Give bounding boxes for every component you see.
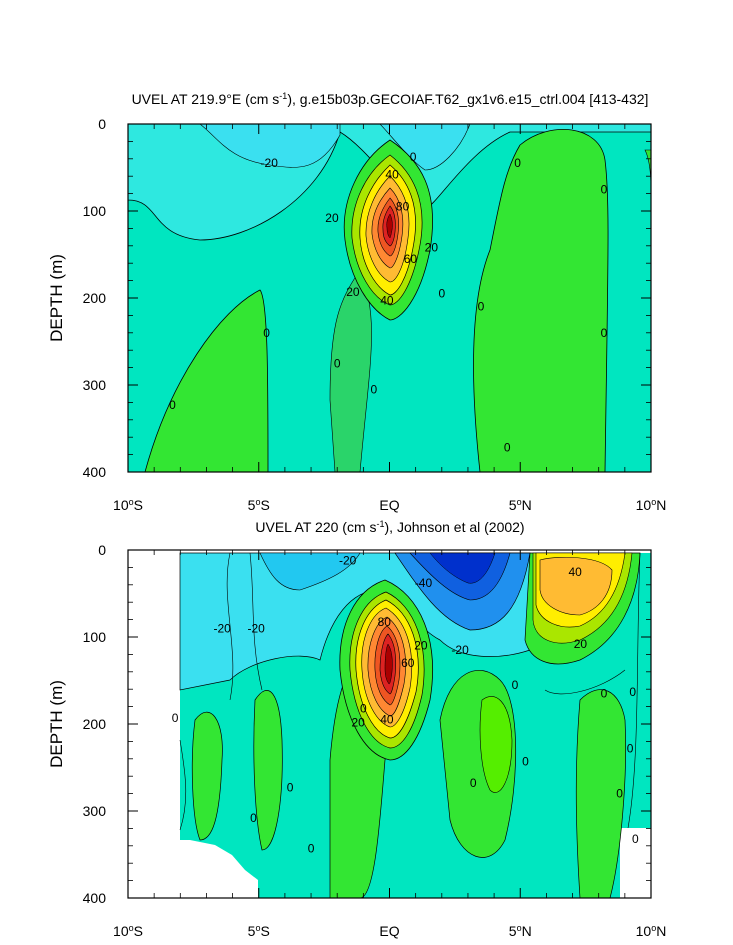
contour-label: -40 <box>415 576 433 590</box>
contour-label: 0 <box>504 441 511 455</box>
x-tick-label: 10oN <box>636 497 667 513</box>
y-tick-label: 300 <box>83 803 107 819</box>
contour-label: 0 <box>627 741 634 755</box>
contour-label: 0 <box>438 287 445 301</box>
contour-label: 20 <box>351 715 365 729</box>
contour-label: 20 <box>325 211 339 225</box>
contour-label: 0 <box>287 781 294 795</box>
contour-label: 0 <box>601 326 608 340</box>
contour-label: 20 <box>425 241 439 255</box>
panel2-title: UVEL AT 220 (cm s-1), Johnson et al (200… <box>255 519 524 535</box>
panel1-field <box>128 124 651 472</box>
x-tick-label: 5oS <box>248 923 270 939</box>
contour-label: 0 <box>360 701 367 715</box>
contour-label: 0 <box>478 300 485 314</box>
panel1-ylabel: DEPTH (m) <box>47 254 66 342</box>
panel1-contour-labels: -20 0 40 80 20 20 60 20 40 0 0 0 0 0 0 0 0 0 0 <box>169 150 607 455</box>
contour-label: 80 <box>396 200 410 214</box>
contour-label: 0 <box>632 832 639 846</box>
contour-label: 0 <box>514 156 521 170</box>
contour-label: 0 <box>334 356 341 370</box>
panel2-field <box>128 550 651 898</box>
contour-label: -20 <box>261 156 279 170</box>
contour-label: 0 <box>616 787 623 801</box>
x-tick-label: 5oN <box>509 923 532 939</box>
contour-label: 0 <box>522 754 529 768</box>
panel1-title: UVEL AT 219.9°E (cm s-1), g.e15b03p.GECO… <box>132 91 649 107</box>
x-tick-label: 10oN <box>636 923 667 939</box>
contour-label: 0 <box>370 382 377 396</box>
y-tick-label: 200 <box>83 290 107 306</box>
y-tick-label: 0 <box>98 116 106 132</box>
contour-label: -20 <box>247 621 265 635</box>
y-tick-label: 100 <box>83 203 107 219</box>
y-tick-label: 100 <box>83 629 107 645</box>
panel-model: UVEL AT 219.9°E (cm s-1), g.e15b03p.GECO… <box>47 91 666 513</box>
contour-label: 60 <box>401 656 415 670</box>
x-tick-label: 10oS <box>113 497 143 513</box>
contour-label: 80 <box>378 615 392 629</box>
panel2-ylabel: DEPTH (m) <box>47 680 66 768</box>
contour-label: -20 <box>451 643 469 657</box>
x-tick-label: 10oS <box>113 923 143 939</box>
x-tick-label: 5oN <box>509 497 532 513</box>
contour-label: 40 <box>385 167 399 181</box>
y-tick-label: 400 <box>83 890 107 906</box>
y-tick-label: 200 <box>83 716 107 732</box>
contour-label: 0 <box>308 841 315 855</box>
contour-label: 0 <box>263 326 270 340</box>
contour-label: 20 <box>346 285 360 299</box>
contour-label: 20 <box>574 637 588 651</box>
contour-label: -20 <box>213 621 231 635</box>
x-tick-label: EQ <box>379 497 399 513</box>
y-tick-label: 0 <box>98 542 106 558</box>
contour-label: 0 <box>172 711 179 725</box>
contour-label: 20 <box>414 639 428 653</box>
contour-label: 40 <box>568 565 582 579</box>
contour-label: -20 <box>339 553 357 567</box>
contour-label: 0 <box>470 776 477 790</box>
y-tick-label: 300 <box>83 377 107 393</box>
contour-label: 0 <box>629 685 636 699</box>
contour-label: 40 <box>380 294 394 308</box>
contour-label: 0 <box>250 811 257 825</box>
contour-label: 0 <box>512 678 519 692</box>
contour-label: 60 <box>404 252 418 266</box>
contour-label: 0 <box>169 398 176 412</box>
x-tick-label: 5oS <box>248 497 270 513</box>
contour-label: 0 <box>601 182 608 196</box>
panel-observed: UVEL AT 220 (cm s-1), Johnson et al (200… <box>47 519 666 939</box>
contour-label: 40 <box>380 713 394 727</box>
x-tick-label: EQ <box>379 923 399 939</box>
y-tick-label: 400 <box>83 464 107 480</box>
contour-label: 0 <box>410 150 417 164</box>
contour-label: 0 <box>601 687 608 701</box>
